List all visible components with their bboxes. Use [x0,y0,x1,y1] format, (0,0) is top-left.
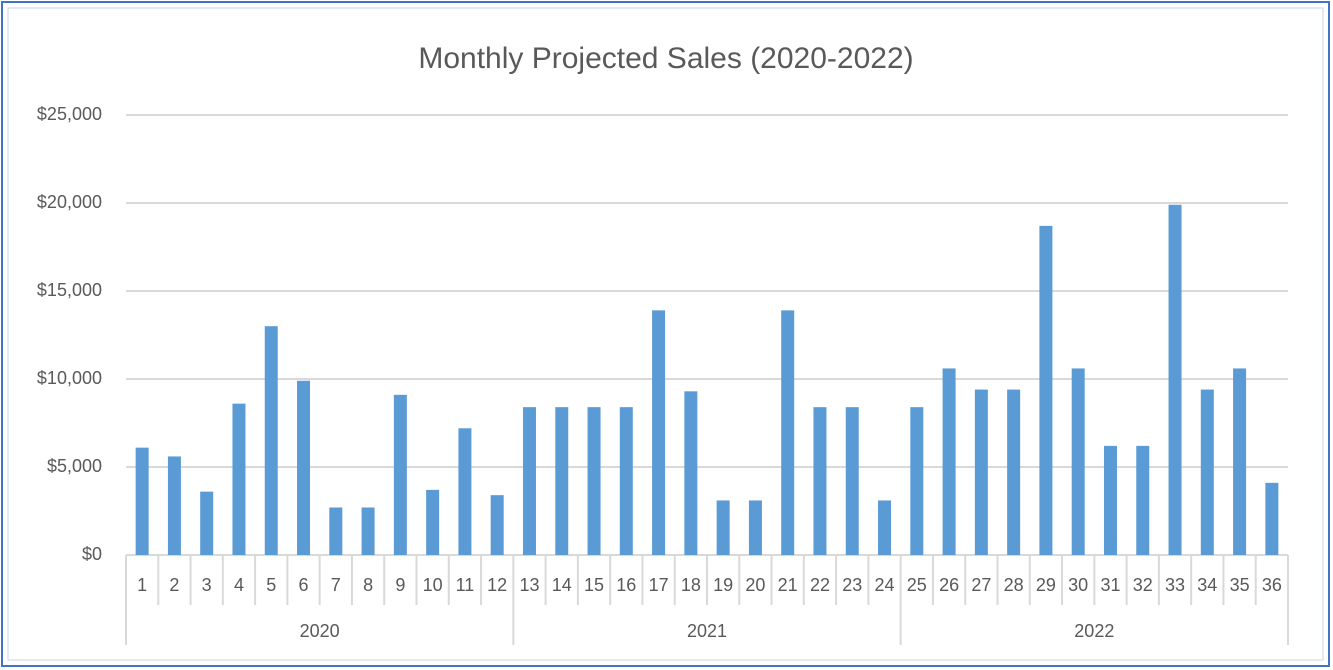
bar [1071,368,1085,555]
x-tick-label: 15 [584,575,604,595]
y-tick-label: $20,000 [37,192,102,212]
bar [1007,389,1021,555]
x-tick-label: 16 [616,575,636,595]
chart-title: Monthly Projected Sales (2020-2022) [418,42,913,75]
bar [135,447,149,555]
x-tick-label: 11 [456,575,475,595]
bar [264,326,278,555]
bar [200,491,214,555]
x-tick-label: 5 [266,575,276,595]
bar [522,407,536,555]
x-tick-label: 30 [1068,575,1088,595]
bar [1136,445,1150,555]
bar [167,456,181,555]
bar [1103,445,1117,555]
bar [716,500,730,555]
x-tick-label: 21 [778,575,798,595]
x-tick-label: 18 [681,575,701,595]
x-tick-label: 28 [1004,575,1024,595]
x-tick-label: 8 [363,575,373,595]
bar [813,407,827,555]
bar [490,495,504,555]
bar [1233,368,1247,555]
bar [748,500,762,555]
x-tick-label: 20 [745,575,765,595]
bar [974,389,988,555]
x-tick-label: 4 [234,575,244,595]
x-tick-label: 10 [423,575,443,595]
bar [910,407,924,555]
bar [361,507,375,555]
y-tick-label: $15,000 [37,280,102,300]
x-tick-label: 29 [1036,575,1056,595]
x-tick-label: 7 [331,575,341,595]
x-tick-label: 33 [1165,575,1185,595]
bar [845,407,859,555]
x-tick-label: 22 [810,575,830,595]
bar [619,407,633,555]
x-tick-label: 13 [519,575,539,595]
x-tick-label: 32 [1133,575,1153,595]
x-tick-label: 12 [487,575,507,595]
x-tick-label: 19 [713,575,733,595]
bar [878,500,892,555]
bar [942,368,956,555]
bar [232,403,246,555]
bar [684,391,698,555]
x-tick-label: 23 [842,575,862,595]
bar [329,507,343,555]
chart-inner-frame [7,7,1324,661]
x-tick-label: 6 [299,575,309,595]
group-label: 2021 [687,621,727,641]
x-tick-label: 34 [1197,575,1217,595]
bar [555,407,569,555]
bar [587,407,601,555]
x-tick-label: 24 [875,575,895,595]
bar [1039,225,1053,555]
x-tick-label: 17 [649,575,669,595]
x-tick-label: 2 [169,575,179,595]
x-tick-label: 27 [971,575,991,595]
y-tick-label: $0 [82,544,102,564]
y-tick-label: $10,000 [37,368,102,388]
x-tick-label: 9 [395,575,405,595]
bar [652,310,666,555]
bar [426,489,440,555]
bar [297,380,311,555]
bar [1200,389,1214,555]
bar [458,428,472,555]
group-label: 2020 [300,621,340,641]
x-tick-label: 36 [1262,575,1282,595]
x-tick-label: 26 [939,575,959,595]
x-tick-label: 14 [552,575,572,595]
bar [781,310,795,555]
x-tick-label: 31 [1100,575,1120,595]
x-tick-label: 35 [1230,575,1250,595]
bar [393,394,407,555]
x-tick-label: 3 [202,575,212,595]
bar [1265,482,1279,555]
y-tick-label: $5,000 [47,456,102,476]
x-tick-label: 25 [907,575,927,595]
x-tick-label: 1 [137,575,147,595]
y-tick-label: $25,000 [37,104,102,124]
bar [1168,204,1182,555]
group-label: 2022 [1074,621,1114,641]
